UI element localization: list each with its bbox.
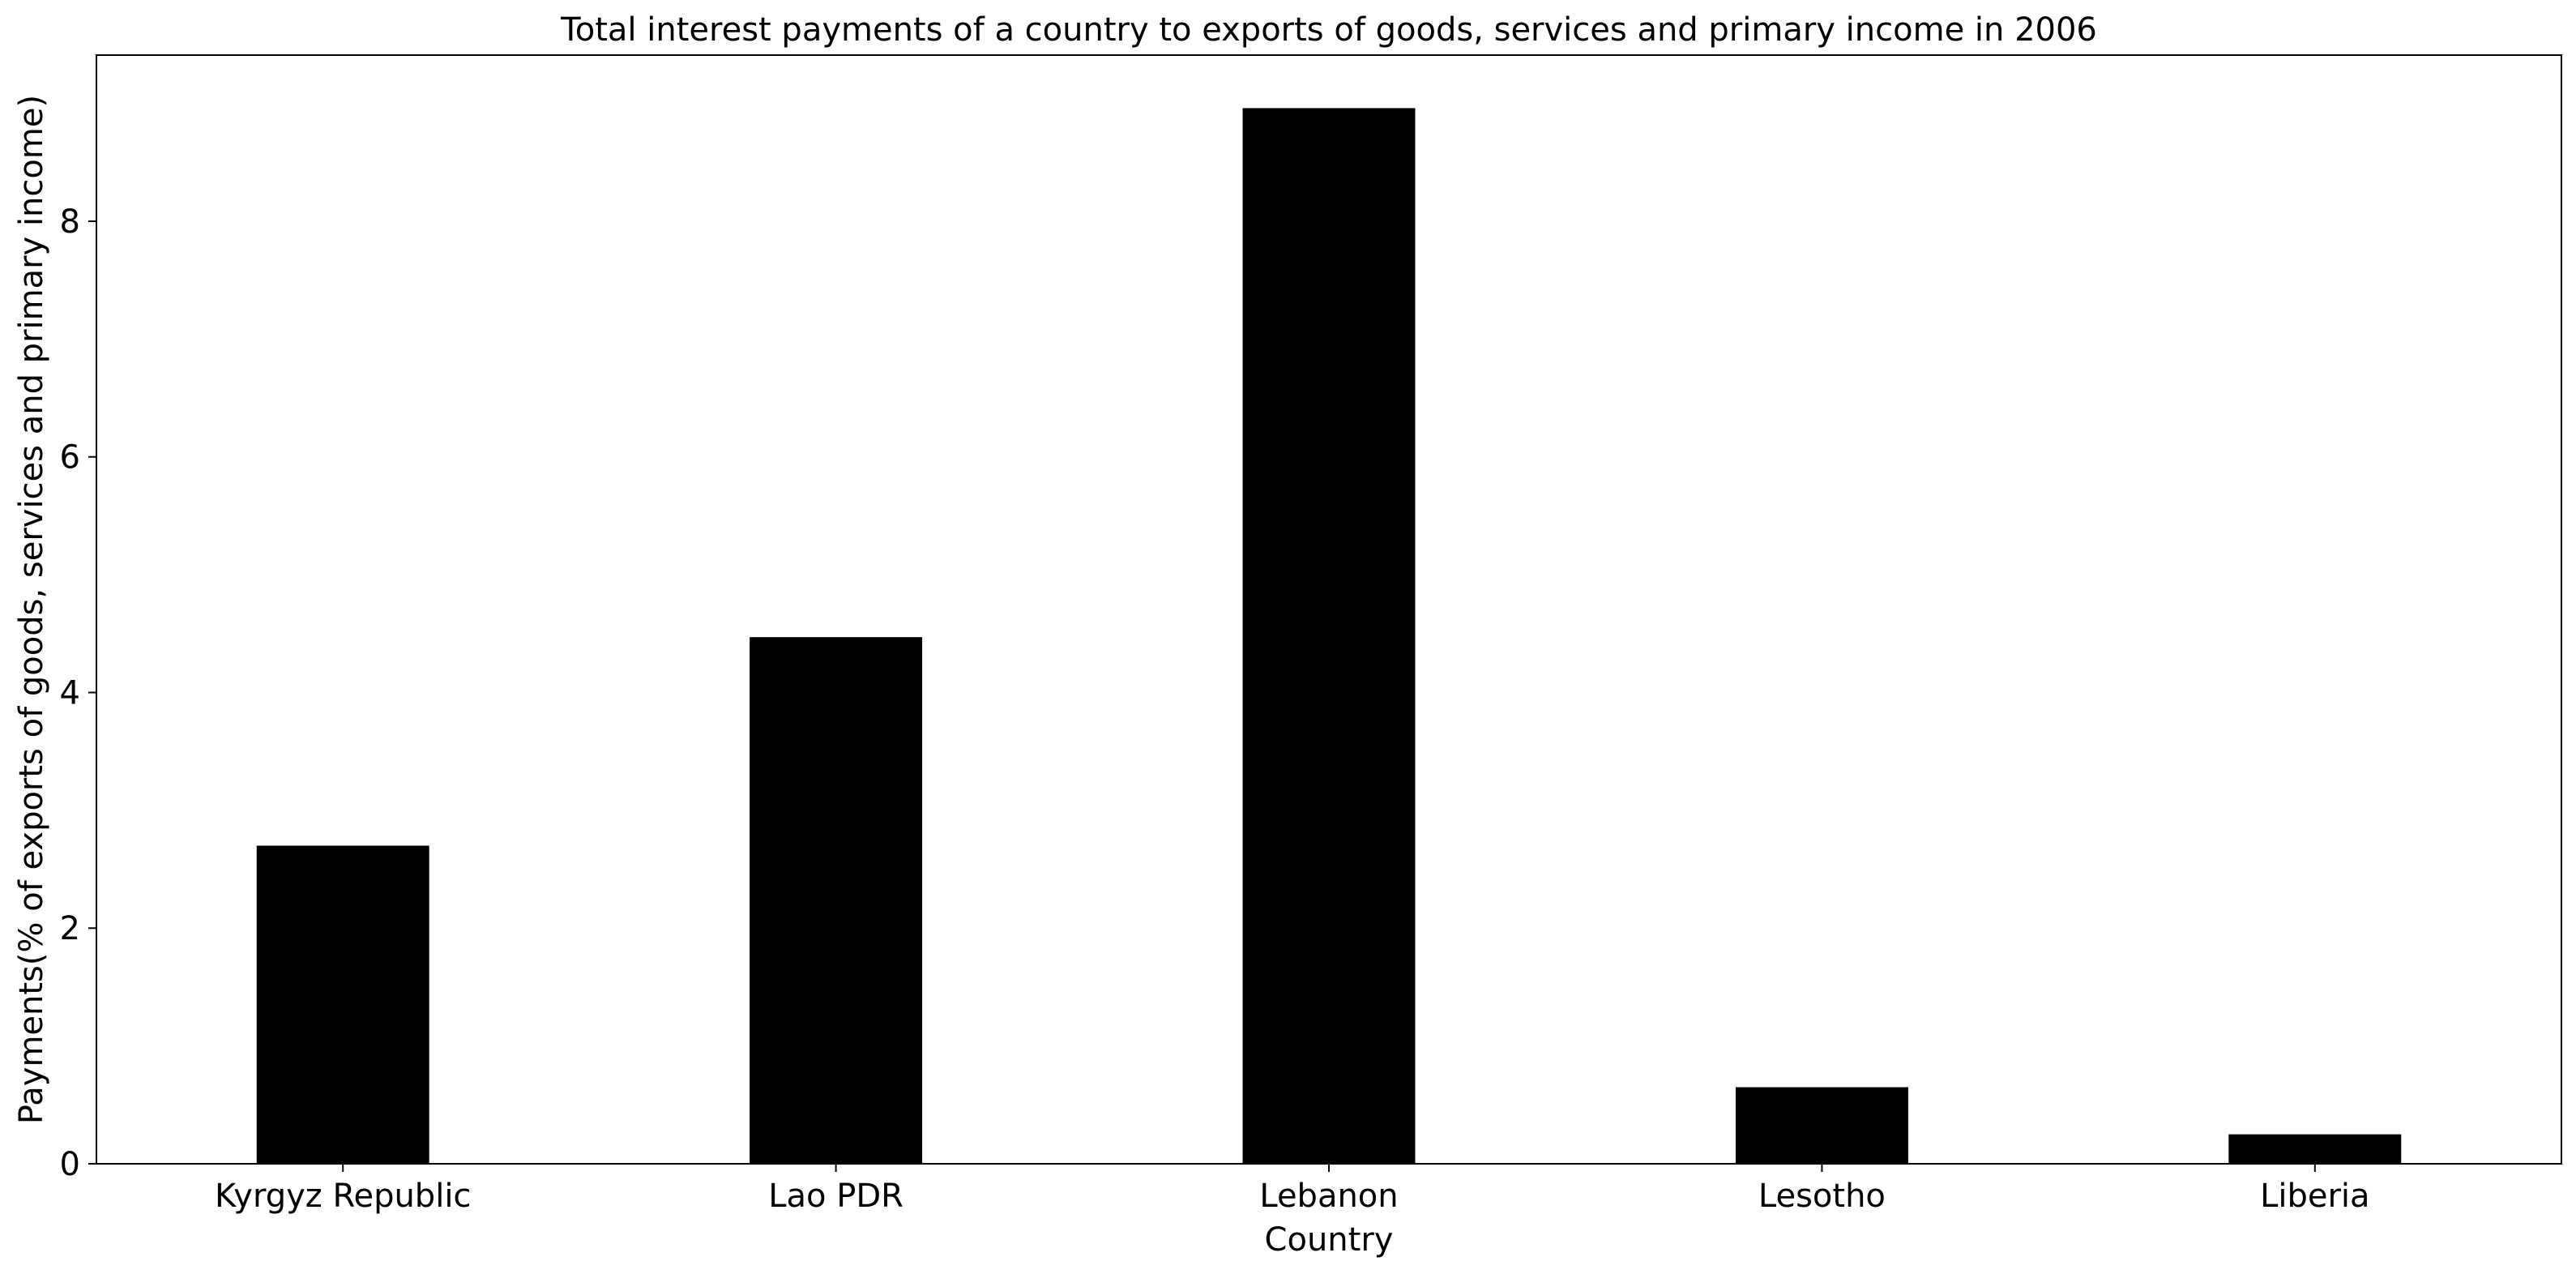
bar-liberia — [2228, 1134, 2402, 1164]
y-tick-label: 6 — [60, 439, 80, 477]
bar-lesotho — [1735, 1087, 1908, 1164]
y-axis-label: Payments(% of exports of goods, services… — [13, 95, 50, 1124]
x-tick-label: Lesotho — [1758, 1178, 1886, 1215]
plot-frame — [96, 54, 2562, 1165]
x-tick-label: Lebanon — [1259, 1178, 1398, 1215]
bar-lebanon — [1242, 108, 1416, 1164]
bar-lao-pdr — [750, 637, 923, 1164]
chart-title: Total interest payments of a country to … — [560, 11, 2097, 49]
x-tick-label: Kyrgyz Republic — [215, 1178, 471, 1215]
x-tick-label: Lao PDR — [768, 1178, 904, 1215]
x-tick-label: Liberia — [2260, 1178, 2369, 1215]
y-tick-label: 4 — [60, 674, 80, 712]
x-axis-label: Country — [1265, 1221, 1394, 1259]
bar-kyrgyz-republic — [256, 845, 429, 1164]
bars-group — [256, 108, 2402, 1164]
x-axis-ticks: Kyrgyz Republic Lao PDR Lebanon Lesotho Libe… — [215, 1164, 2370, 1215]
y-axis-ticks: 0 2 4 6 8 — [60, 203, 96, 1183]
y-tick-label: 0 — [60, 1146, 80, 1183]
y-tick-label: 8 — [60, 203, 80, 241]
y-tick-label: 2 — [60, 910, 80, 947]
